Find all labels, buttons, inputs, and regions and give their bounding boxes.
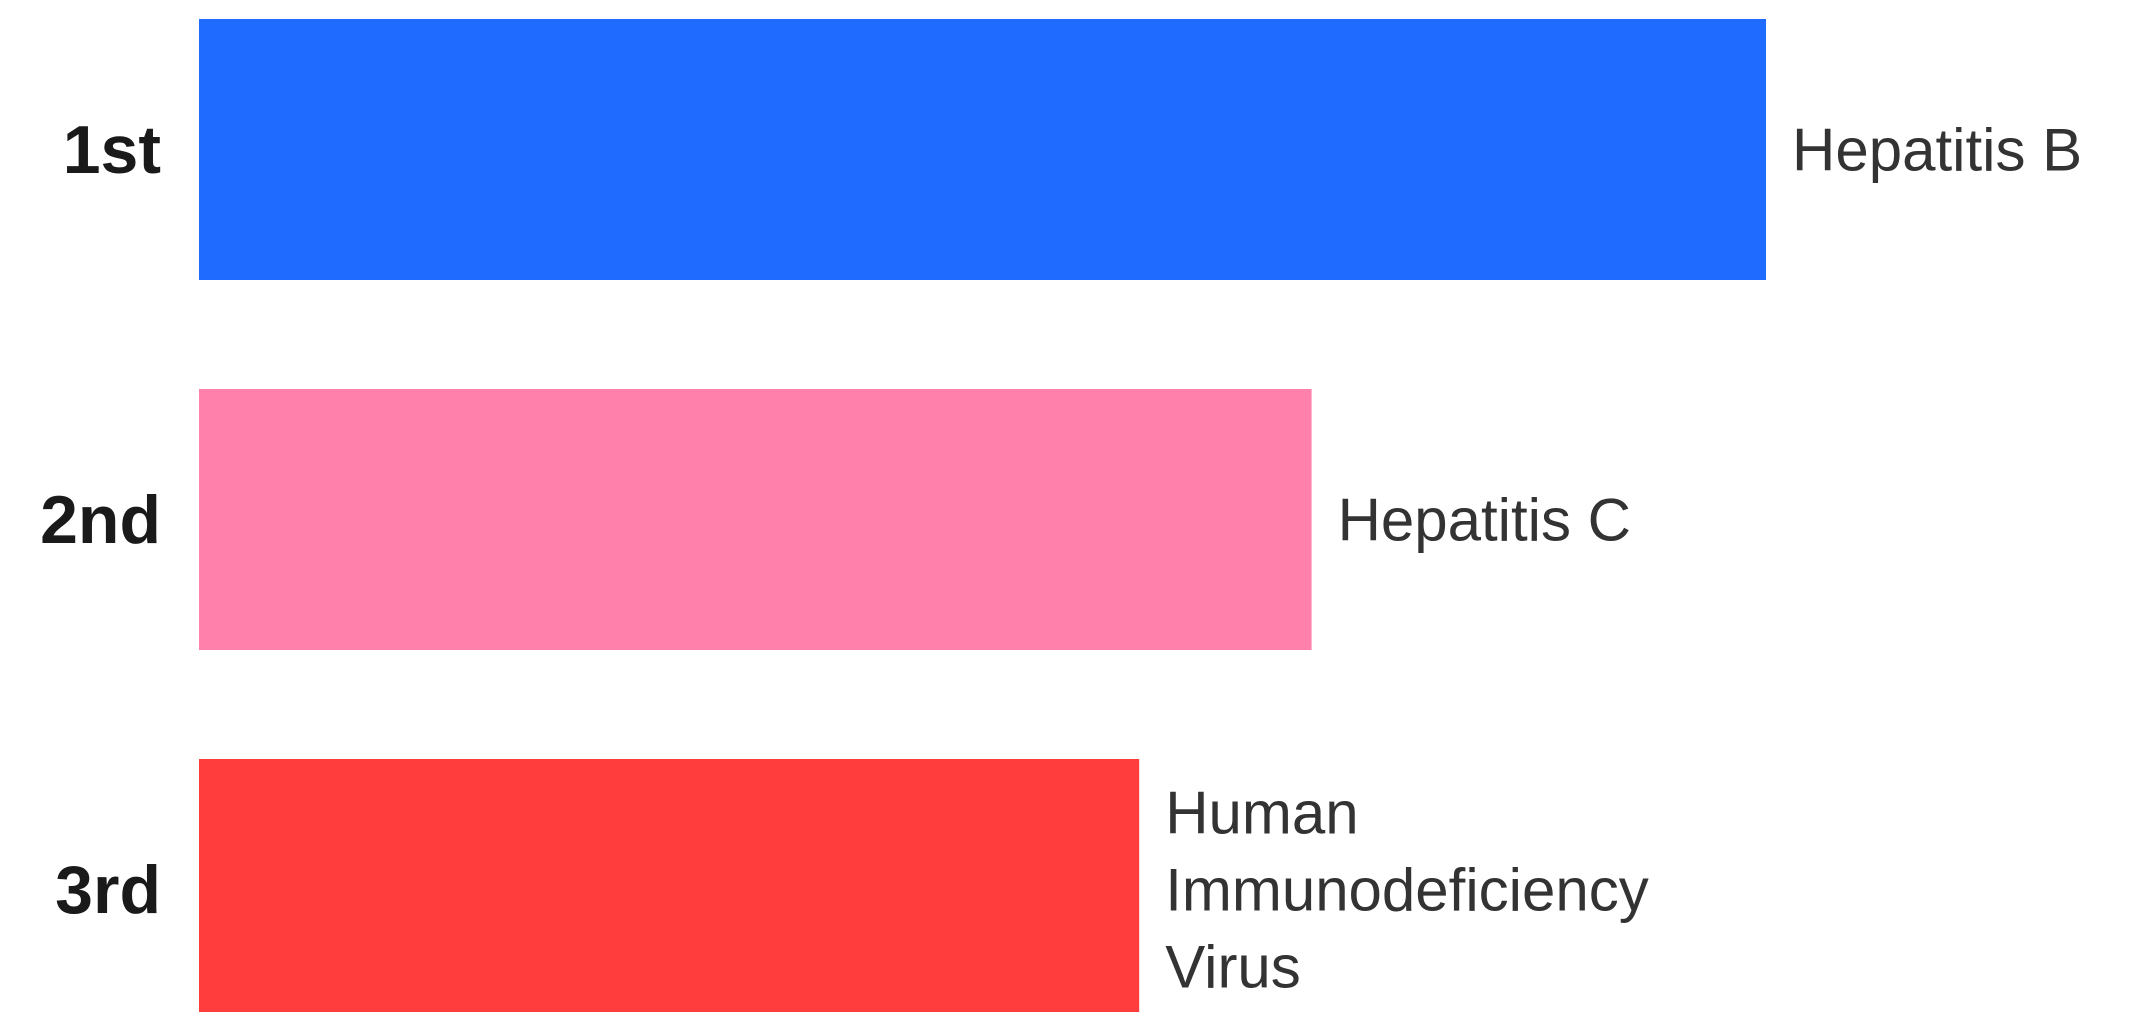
- bar-label: Hepatitis B: [1792, 116, 2083, 183]
- rank-label: 1st: [62, 111, 161, 188]
- rank-label: 3rd: [55, 851, 161, 928]
- bar: [199, 759, 1140, 1012]
- rank-label: 2nd: [40, 481, 161, 558]
- bar: [199, 19, 1766, 280]
- bar-label: Human Immunodeficiency Virus: [1165, 779, 1649, 1000]
- bar-label: Hepatitis C: [1337, 486, 1631, 553]
- bar: [199, 389, 1312, 650]
